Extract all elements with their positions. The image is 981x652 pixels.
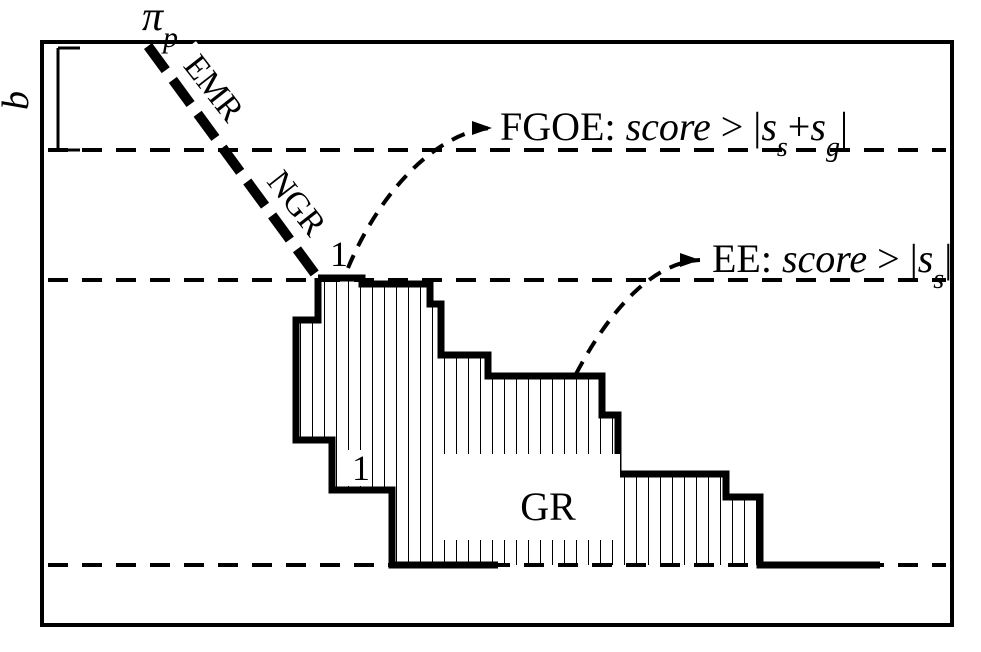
b-label: b xyxy=(0,91,37,110)
diagram-svg: bπpEMRNGR11GRFGOE: score > |ss+sg|EE: sc… xyxy=(0,0,981,652)
tick_1_mid: 1 xyxy=(352,448,370,488)
alignment-diagram: bπpEMRNGR11GRFGOE: score > |ss+sg|EE: sc… xyxy=(0,0,981,652)
gr-label: GR xyxy=(520,484,576,529)
tick_1_top: 1 xyxy=(330,234,348,274)
